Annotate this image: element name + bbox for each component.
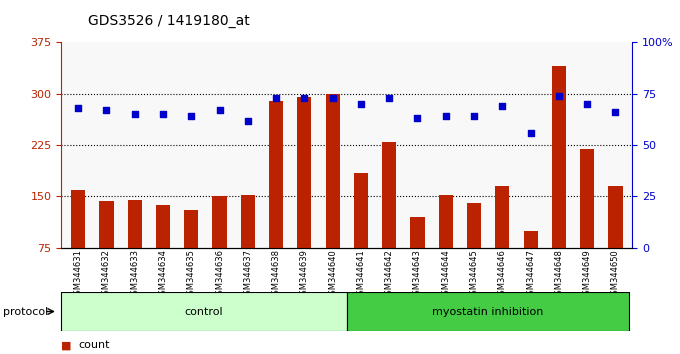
Point xyxy=(271,95,282,101)
Bar xyxy=(184,210,199,248)
Text: myostatin inhibition: myostatin inhibition xyxy=(432,307,543,316)
Text: ■: ■ xyxy=(61,341,71,350)
Point xyxy=(101,107,112,113)
Point xyxy=(441,114,452,119)
Bar xyxy=(524,231,538,248)
Bar xyxy=(609,186,622,248)
Point xyxy=(610,109,621,115)
Point xyxy=(384,95,394,101)
Point xyxy=(525,130,536,136)
Bar xyxy=(297,97,311,248)
Point xyxy=(327,95,338,101)
Bar xyxy=(354,172,368,248)
Bar xyxy=(156,205,170,248)
Bar xyxy=(411,217,424,248)
Point xyxy=(581,101,592,107)
Bar xyxy=(212,196,226,248)
Point xyxy=(469,114,479,119)
Point xyxy=(73,105,84,111)
Point xyxy=(186,114,197,119)
Bar xyxy=(495,186,509,248)
Bar xyxy=(128,200,142,248)
Point xyxy=(356,101,367,107)
Bar xyxy=(382,142,396,248)
Bar xyxy=(467,203,481,248)
Bar xyxy=(551,67,566,248)
Point xyxy=(242,118,253,123)
Point xyxy=(129,112,140,117)
Point xyxy=(158,112,169,117)
Bar xyxy=(71,190,85,248)
Point xyxy=(497,103,508,109)
Point xyxy=(554,93,564,99)
Text: count: count xyxy=(78,341,109,350)
Bar xyxy=(241,195,255,248)
Text: control: control xyxy=(185,307,223,316)
Bar xyxy=(326,94,340,248)
Bar xyxy=(269,101,283,248)
Point xyxy=(412,116,423,121)
Text: protocol: protocol xyxy=(3,307,49,316)
Point xyxy=(214,107,225,113)
Text: GDS3526 / 1419180_at: GDS3526 / 1419180_at xyxy=(88,14,250,28)
Point xyxy=(299,95,310,101)
FancyBboxPatch shape xyxy=(61,292,347,331)
Bar xyxy=(99,201,114,248)
Bar xyxy=(439,195,453,248)
FancyBboxPatch shape xyxy=(347,292,629,331)
Bar xyxy=(580,149,594,248)
